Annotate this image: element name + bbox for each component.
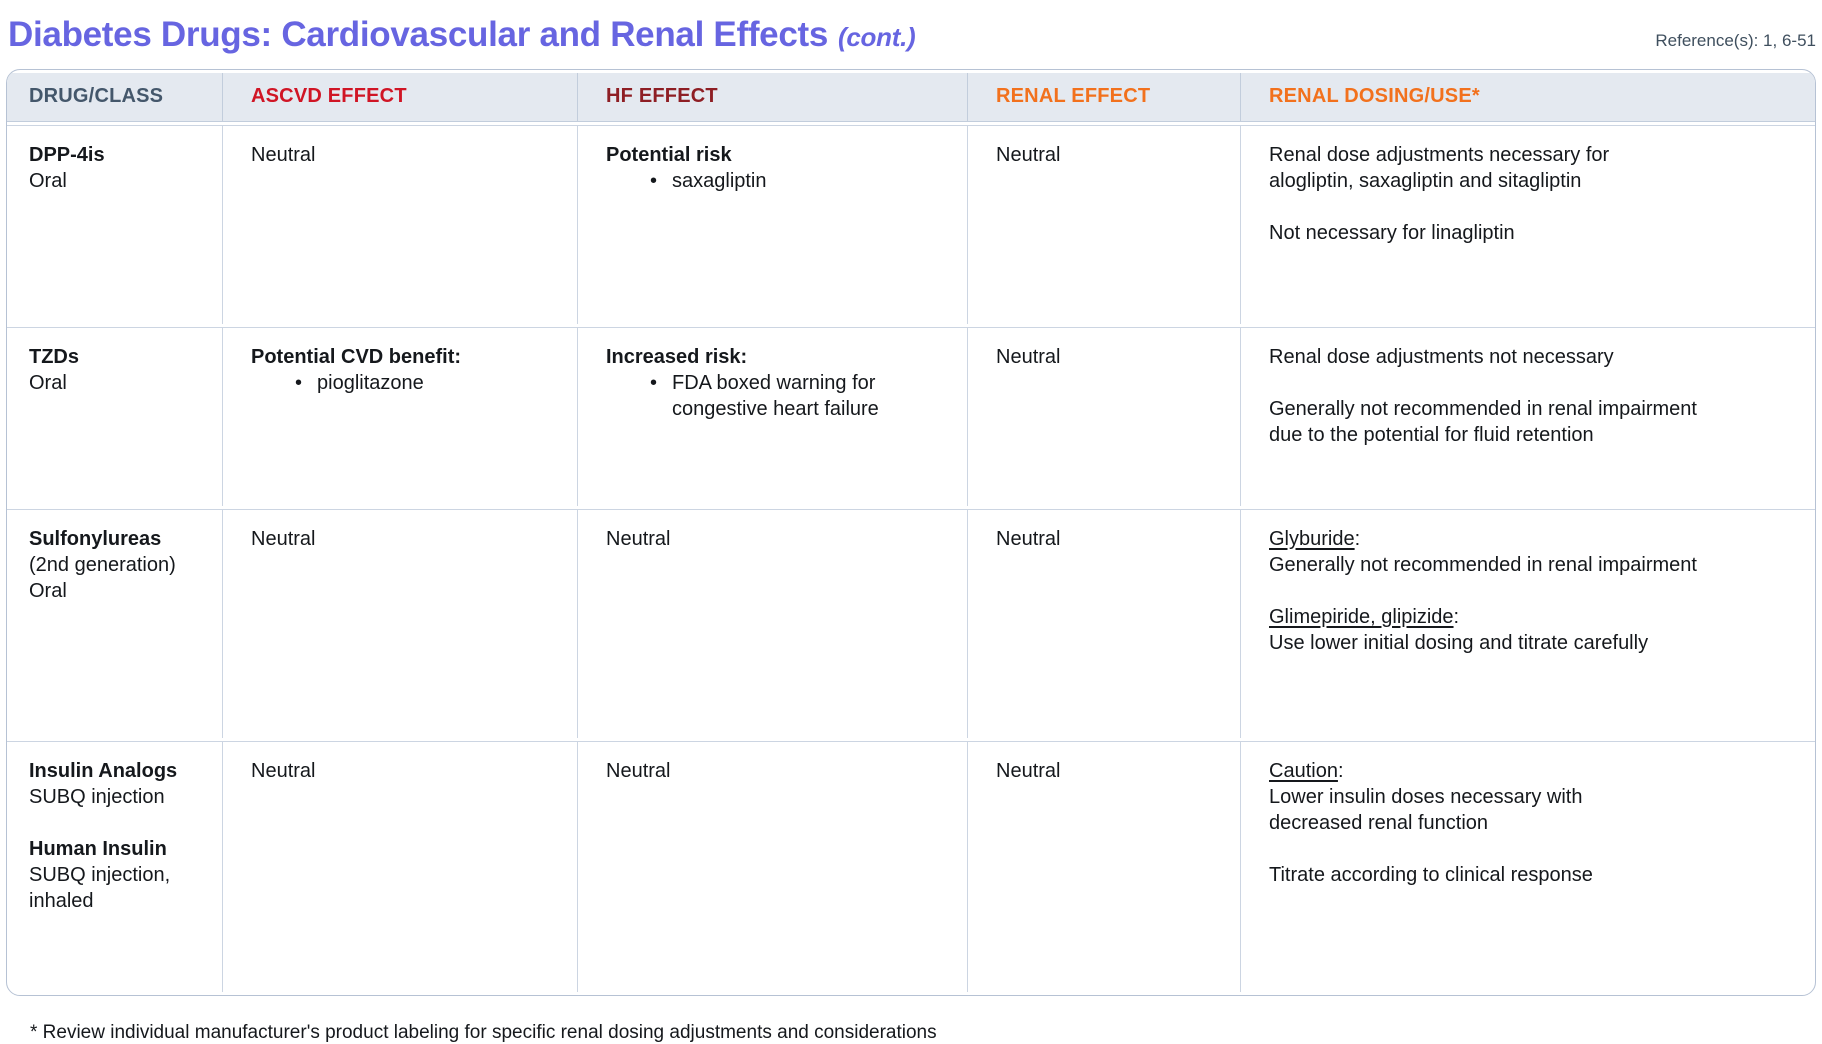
cell-dosing: Caution: Lower insulin doses necessary wi… (1241, 740, 1815, 992)
cell-hf: Neutral (578, 508, 968, 738)
text-line: Not necessary for linagliptin (1269, 221, 1515, 244)
text-line: SUBQ injection, (29, 863, 171, 886)
text-line: decreased renal function (1269, 811, 1489, 834)
text-line: Titrate according to clinical response (1269, 863, 1593, 886)
text-line: Glimepiride, glipizide: (1269, 605, 1460, 628)
cell-renal: Neutral (968, 740, 1241, 992)
bullet-item: • pioglitazone (295, 370, 557, 396)
column-header-hf: HF EFFECT (578, 72, 968, 122)
text-line: (2nd generation) (29, 553, 176, 576)
table-row: Insulin Analogs SUBQ injection Human Insul… (7, 740, 1815, 992)
column-header-ascvd: ASCVD EFFECT (223, 72, 578, 122)
text-line: Neutral (606, 759, 671, 782)
text-line: Neutral (996, 345, 1061, 368)
underlined-term: Caution (1269, 759, 1338, 782)
text-line: Generally not recommended in renal impai… (1269, 553, 1697, 576)
bullet-icon: • (295, 371, 303, 394)
cell-ascvd: Neutral (223, 508, 578, 738)
reference-note: Reference(s): 1, 6-51 (1655, 30, 1816, 50)
spacer (29, 810, 202, 836)
text-line: Oral (29, 579, 67, 602)
underlined-term: Glyburide (1269, 527, 1355, 550)
spacer (1269, 836, 1795, 862)
text-line: Insulin Analogs (29, 759, 178, 782)
bullet-icon: • (650, 371, 658, 394)
page-title: Diabetes Drugs: Cardiovascular and Renal… (8, 15, 916, 55)
text-line: TZDs (29, 345, 79, 368)
cell-hf: Increased risk: • FDA boxed warning for con… (578, 326, 968, 506)
cell-drug: Sulfonylureas (2nd generation) Oral (7, 508, 223, 738)
text-line: Neutral (996, 527, 1061, 550)
text-line: Potential risk (606, 143, 732, 166)
table-row: TZDs Oral Potential CVD benefit: • pioglitaz… (7, 326, 1815, 506)
text-line: Neutral (996, 143, 1061, 166)
effects-table-card: DRUG/CLASS ASCVD EFFECT HF EFFECT RENAL EFF… (6, 68, 1816, 996)
text-line: Neutral (251, 527, 316, 550)
bullet-text: pioglitazone (317, 371, 424, 394)
cell-renal: Neutral (968, 326, 1241, 506)
bullet-item: • FDA boxed warning for (650, 370, 947, 396)
text-line: Neutral (996, 759, 1061, 782)
page-title-suffix: (cont.) (838, 22, 916, 52)
table-body: DPP-4is Oral Neutral Potential risk • saxagli… (7, 124, 1815, 992)
bullet-item: • saxagliptin (650, 168, 947, 194)
text-line: due to the potential for fluid retention (1269, 423, 1594, 446)
cell-ascvd: Potential CVD benefit: • pioglitazone (223, 326, 578, 506)
table-row: DPP-4is Oral Neutral Potential risk • saxagli… (7, 124, 1815, 324)
text-line: Oral (29, 371, 67, 394)
cell-renal: Neutral (968, 508, 1241, 738)
column-header-drug: DRUG/CLASS (7, 72, 223, 122)
text-line: Increased risk: (606, 345, 748, 368)
text-line: Potential CVD benefit: (251, 345, 462, 368)
cell-ascvd: Neutral (223, 740, 578, 992)
spacer (1269, 578, 1795, 604)
cell-drug: DPP-4is Oral (7, 124, 223, 324)
text-line: Neutral (251, 759, 316, 782)
column-header-dosing: RENAL DOSING/USE* (1241, 72, 1815, 122)
spacer (1269, 194, 1795, 220)
cell-drug: TZDs Oral (7, 326, 223, 506)
text-line: inhaled (29, 889, 94, 912)
cell-renal: Neutral (968, 124, 1241, 324)
header-row: DRUG/CLASS ASCVD EFFECT HF EFFECT RENAL EFF… (7, 72, 1815, 122)
text-line: congestive heart failure (672, 397, 879, 420)
text-line: Neutral (251, 143, 316, 166)
column-header-renal: RENAL EFFECT (968, 72, 1241, 122)
title-bar: Diabetes Drugs: Cardiovascular and Renal… (6, 15, 1816, 69)
cell-dosing: Renal dose adjustments necessary for alog… (1241, 124, 1815, 324)
text-line: Renal dose adjustments necessary for (1269, 143, 1610, 166)
text-line: SUBQ injection (29, 785, 165, 808)
text-line: Oral (29, 169, 67, 192)
table-row: Sulfonylureas (2nd generation) Oral Neutral… (7, 508, 1815, 738)
bullet-text: FDA boxed warning for (672, 371, 876, 394)
text-line: DPP-4is (29, 143, 105, 166)
text-line: Generally not recommended in renal impai… (1269, 397, 1697, 420)
text-line: Sulfonylureas (29, 527, 162, 550)
underlined-term: Glimepiride, glipizide (1269, 605, 1454, 628)
text-line: Caution: (1269, 759, 1344, 782)
cell-ascvd: Neutral (223, 124, 578, 324)
text-line: Lower insulin doses necessary with (1269, 785, 1583, 808)
text-line: Glyburide: (1269, 527, 1361, 550)
cell-dosing: Renal dose adjustments not necessary Gene… (1241, 326, 1815, 506)
cell-hf: Neutral (578, 740, 968, 992)
text-line: Neutral (606, 527, 671, 550)
bullet-text: saxagliptin (672, 169, 767, 192)
footnote: * Review individual manufacturer's produ… (30, 1021, 937, 1043)
text-line: alogliptin, saxagliptin and sitagliptin (1269, 169, 1582, 192)
text-line: Use lower initial dosing and titrate car… (1269, 631, 1649, 654)
table-header: DRUG/CLASS ASCVD EFFECT HF EFFECT RENAL EFF… (7, 72, 1815, 122)
spacer (1269, 370, 1795, 396)
bullet-icon: • (650, 169, 658, 192)
cell-dosing: Glyburide: Generally not recommended in r… (1241, 508, 1815, 738)
cell-hf: Potential risk • saxagliptin (578, 124, 968, 324)
cell-drug: Insulin Analogs SUBQ injection Human Insul… (7, 740, 223, 992)
text-line: Human Insulin (29, 837, 167, 860)
text-line: Renal dose adjustments not necessary (1269, 345, 1614, 368)
page-title-text: Diabetes Drugs: Cardiovascular and Renal… (8, 15, 829, 54)
effects-table: DRUG/CLASS ASCVD EFFECT HF EFFECT RENAL EFF… (7, 70, 1815, 995)
